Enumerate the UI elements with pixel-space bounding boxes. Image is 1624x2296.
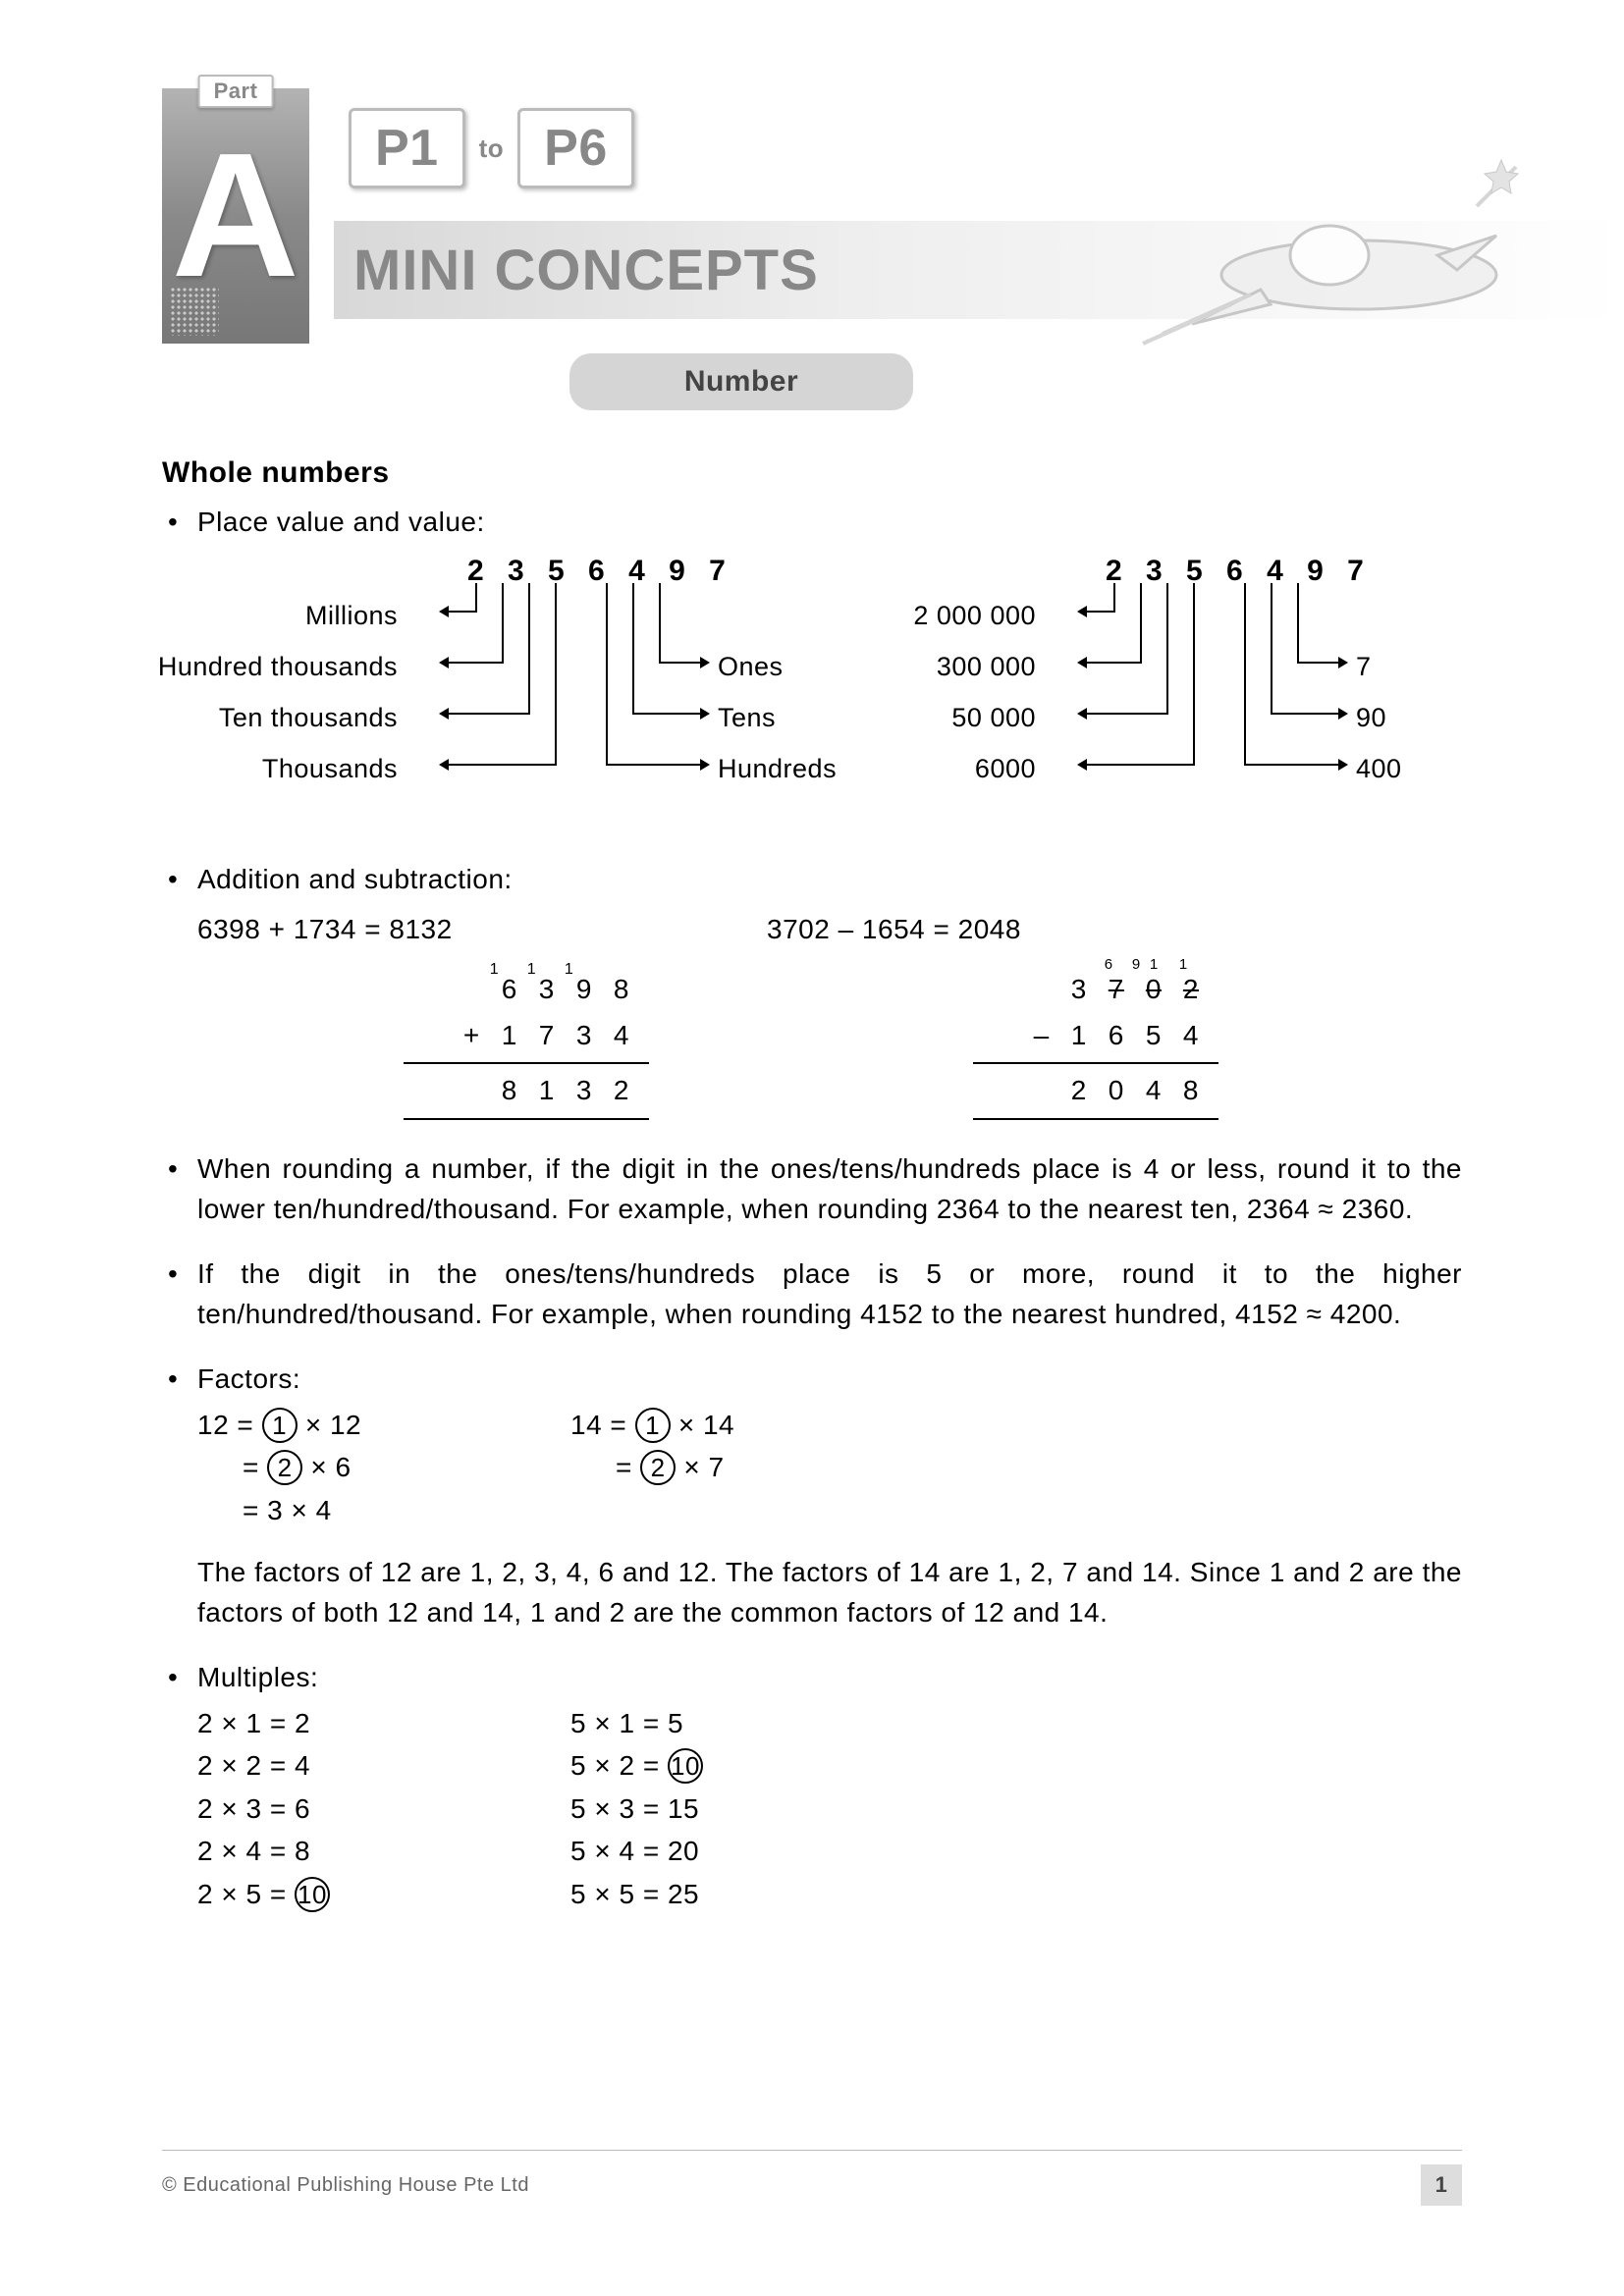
pv-rr0: 7 [1356, 648, 1372, 686]
pv-rl3: 6000 [975, 750, 1036, 788]
bullet-place-value: Place value and value: 2 3 5 6 4 9 7 Mil… [162, 503, 1462, 835]
bullet-factors: Factors: 12 = 1 × 12 = 2 × 6 = 3 × 4 14 … [162, 1360, 1462, 1632]
title-text: MINI CONCEPTS [353, 238, 819, 303]
bullet-round-up: If the digit in the ones/tens/hundreds p… [162, 1255, 1462, 1334]
multiples-2: 2 × 1 = 2 2 × 2 = 4 2 × 3 = 6 2 × 4 = 8 … [197, 1702, 472, 1915]
part-label: Part [198, 75, 274, 108]
spaceship-icon [1133, 157, 1526, 353]
factors-12: 12 = 1 × 12 = 2 × 6 = 3 × 4 [197, 1404, 472, 1531]
subtraction-block: 3702 – 1654 = 2048 3 67 910 12 –1654 204… [767, 910, 1218, 1124]
pv-number-left: 2 3 5 6 4 9 7 [467, 550, 733, 593]
pv-l0: Millions [305, 597, 398, 635]
pv-r2: Hundreds [718, 750, 837, 788]
pv-l2: Ten thousands [219, 699, 398, 737]
footer: © Educational Publishing House Pte Ltd 1 [162, 2150, 1462, 2206]
pv-rr1: 90 [1356, 699, 1386, 737]
part-block: Part A [162, 88, 309, 344]
sub-eq: 3702 – 1654 = 2048 [767, 910, 1218, 950]
dots-pattern [170, 287, 219, 336]
section-title: Whole numbers [162, 452, 1462, 495]
pv-diagram: 2 3 5 6 4 9 7 Millions Hundred thousands… [197, 550, 1462, 834]
pv-r0: Ones [718, 648, 784, 686]
copyright: © Educational Publishing House Pte Ltd [162, 2174, 529, 2197]
p-to-badge: P6 [517, 108, 634, 188]
part-letter: A [172, 128, 300, 304]
to-text: to [479, 133, 505, 164]
pv-r1: Tens [718, 699, 776, 737]
content: Whole numbers Place value and value: 2 3… [162, 452, 1462, 1941]
pv-l3: Thousands [262, 750, 398, 788]
multiples-5: 5 × 1 = 5 5 × 2 = 10 5 × 3 = 15 5 × 4 = … [570, 1702, 845, 1915]
factors-14: 14 = 1 × 14 = 2 × 7 [570, 1404, 845, 1531]
p-from-badge: P1 [349, 108, 465, 188]
factors-text: The factors of 12 are 1, 2, 3, 4, 6 and … [197, 1553, 1462, 1632]
pv-rr2: 400 [1356, 750, 1402, 788]
bullet-multiples: Multiples: 2 × 1 = 2 2 × 2 = 4 2 × 3 = 6… [162, 1658, 1462, 1915]
factors-title: Factors: [197, 1363, 300, 1394]
pv-l1: Hundred thousands [158, 648, 398, 686]
pv-rl1: 300 000 [937, 648, 1036, 686]
multiples-title: Multiples: [197, 1662, 318, 1692]
pv-title: Place value and value: [197, 507, 485, 537]
bullet-round-down: When rounding a number, if the digit in … [162, 1149, 1462, 1229]
grade-badges: P1 to P6 [349, 108, 634, 188]
addition-block: 6398 + 1734 = 8132 16 13 19 8 +1734 8132 [197, 910, 649, 1124]
pv-rl2: 50 000 [951, 699, 1036, 737]
page-number: 1 [1421, 2164, 1462, 2206]
pv-number-right: 2 3 5 6 4 9 7 [1106, 550, 1372, 593]
pv-rl0: 2 000 000 [913, 597, 1036, 635]
bullet-add-sub: Addition and subtraction: 6398 + 1734 = … [162, 860, 1462, 1124]
add-sub-title: Addition and subtraction: [197, 864, 513, 894]
section-pill: Number [569, 353, 913, 410]
add-eq: 6398 + 1734 = 8132 [197, 910, 649, 950]
header: Part A P1 to P6 MINI CONCEPTS [0, 88, 1624, 304]
